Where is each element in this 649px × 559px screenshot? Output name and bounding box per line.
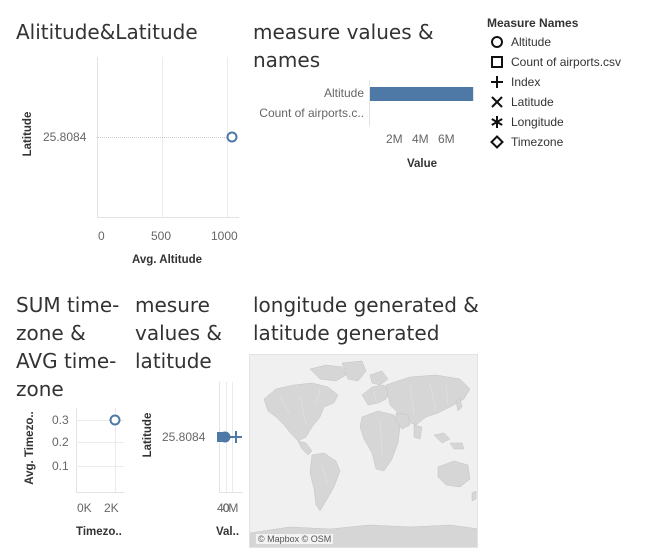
y-tick-label: 25.8084 [43, 130, 87, 144]
panel-title-timezone: SUM time-zone & AVG time-zone [16, 293, 120, 401]
panel-title-measure-names: measure values & names [253, 20, 434, 72]
legend-title: Measure Names [487, 16, 579, 30]
y-tick-label: 0.3 [52, 413, 69, 427]
x-axis-title: Avg. Altitude [132, 254, 203, 266]
plus-icon [489, 74, 505, 90]
y-tick-label: 0.1 [52, 459, 69, 473]
category-label: Count of airports.c.. [259, 106, 364, 120]
alt-lat-plot [226, 131, 238, 143]
x-axis-line [76, 492, 124, 493]
legend-item[interactable]: Altitude [489, 32, 551, 52]
bar[interactable] [370, 87, 474, 101]
grid-line [115, 408, 116, 492]
world-map-graphic [250, 360, 477, 547]
circle-icon [489, 34, 505, 50]
y-tick-label: 0.2 [52, 435, 69, 449]
x-axis-title: Timezo.. [76, 526, 122, 538]
y-axis-line [369, 80, 370, 126]
reference-line [97, 137, 229, 138]
x-axis-line [219, 492, 243, 493]
x-axis-title: Val.. [216, 526, 240, 538]
x-axis-title: Value [407, 158, 438, 170]
map-attribution[interactable]: © Mapbox © OSM [256, 534, 334, 544]
x-tick-label: 0 [223, 501, 230, 515]
diamond-icon [489, 134, 505, 150]
measure-bar-chart [370, 87, 474, 101]
panel-title-alt-lat: Alititude&Latitude [16, 20, 198, 44]
x-tick-label: 2M [386, 132, 403, 146]
y-axis-title: Latitude [22, 111, 34, 157]
world-map[interactable]: © Mapbox © OSM [249, 354, 478, 548]
asterisk-icon [489, 114, 505, 130]
x-axis-line [97, 217, 239, 218]
grid-line [76, 420, 124, 421]
plus-marker[interactable] [230, 431, 242, 443]
x-tick-label: 2K [104, 501, 119, 515]
scatter-point[interactable] [226, 131, 238, 143]
cross-icon [489, 94, 505, 110]
legend-item[interactable]: Longitude [489, 112, 564, 132]
grid-line [76, 442, 124, 443]
legend-item[interactable]: Index [489, 72, 540, 92]
legend-item[interactable]: Count of airports.csv [489, 52, 621, 72]
square-marker[interactable] [217, 432, 226, 442]
y-axis-title: Latitude [142, 412, 154, 458]
legend-item-label: Longitude [511, 115, 564, 129]
mv-lat-plot [217, 431, 242, 443]
legend-item-label: Index [511, 75, 541, 89]
legend-item-label: Timezone [511, 135, 564, 149]
square-icon [489, 54, 505, 70]
category-label: Altitude [323, 86, 364, 100]
x-tick-label: 1000 [211, 229, 238, 243]
x-tick-label: 40M [217, 501, 238, 515]
legend-item[interactable]: Timezone [489, 132, 563, 152]
legend-item-label: Count of airports.csv [511, 55, 622, 69]
y-tick-label: 25.8084 [162, 430, 206, 444]
timezone-plot [109, 414, 121, 426]
grid-line [76, 408, 77, 492]
x-tick-label: 0K [77, 501, 92, 515]
x-tick-label: 0 [98, 229, 105, 243]
legend-item-label: Altitude [511, 35, 552, 49]
panel-title-map: longitude generated & latitude generated [253, 293, 479, 345]
x-tick-label: 500 [151, 229, 172, 243]
grid-line [76, 466, 124, 467]
legend-item[interactable]: Latitude [489, 92, 554, 112]
scatter-point[interactable] [109, 414, 121, 426]
y-axis-title: Avg. Timezo.. [24, 411, 36, 485]
panel-title-mv-lat: mesure values & latitude [135, 293, 223, 373]
x-tick-label: 6M [438, 132, 455, 146]
legend-item-label: Latitude [511, 95, 554, 109]
x-tick-label: 4M [412, 132, 429, 146]
